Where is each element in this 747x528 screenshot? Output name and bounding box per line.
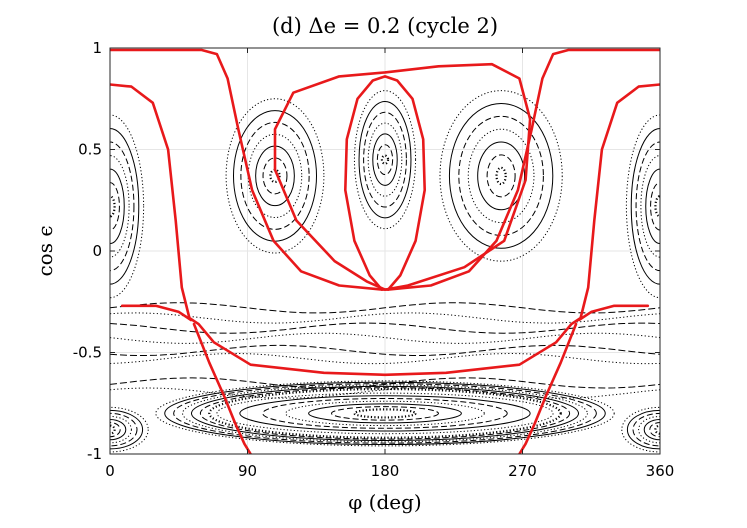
orbit-ring bbox=[380, 154, 390, 165]
x-tick-label: 360 bbox=[646, 462, 675, 480]
orbit-ring bbox=[331, 406, 439, 421]
orbit-ring bbox=[632, 412, 660, 447]
orbit-ring bbox=[363, 111, 407, 208]
orbit-ring bbox=[367, 122, 403, 197]
orbit-ring bbox=[110, 168, 125, 245]
orbit-ring bbox=[308, 403, 462, 424]
x-tick-label: 180 bbox=[371, 462, 400, 480]
orbit-ring bbox=[110, 155, 130, 258]
orbit-ring bbox=[173, 383, 597, 444]
orbit-ring bbox=[216, 392, 554, 435]
x-tick-label: 270 bbox=[508, 462, 537, 480]
orbit-ring bbox=[285, 400, 485, 427]
orbit-ring bbox=[164, 381, 606, 446]
orbit-ring bbox=[486, 154, 516, 198]
orbit-ring bbox=[630, 128, 660, 285]
y-tick-label: 0.5 bbox=[78, 141, 102, 159]
separatrix-curve bbox=[110, 83, 660, 377]
separatrix-curves bbox=[110, 48, 660, 454]
orbit-ring bbox=[110, 128, 140, 285]
orbit-ring bbox=[110, 406, 149, 453]
orbit-ring bbox=[208, 387, 562, 439]
separatrix-curve bbox=[518, 322, 578, 454]
orbit-ring bbox=[247, 133, 303, 219]
orbit-ring bbox=[262, 157, 288, 195]
orbit-ring bbox=[110, 422, 121, 438]
orbit-ring bbox=[376, 144, 394, 176]
y-tick-label: 1 bbox=[92, 39, 102, 57]
y-tick-label: -1 bbox=[87, 445, 102, 463]
x-tick-label: 0 bbox=[105, 462, 115, 480]
orbit-ring bbox=[225, 98, 325, 254]
orbit-ring bbox=[649, 422, 660, 438]
separatrix-curve bbox=[344, 75, 426, 291]
orbit-ring bbox=[110, 195, 116, 218]
y-axis-label: cos ϵ bbox=[33, 225, 57, 276]
orbit-ring bbox=[439, 90, 563, 262]
orbit-ring bbox=[458, 115, 544, 236]
orbit-ring bbox=[353, 90, 417, 230]
orbit-band bbox=[110, 302, 660, 314]
orbit-ring bbox=[182, 384, 588, 443]
orbit-ring bbox=[477, 141, 526, 211]
y-tick-label: -0.5 bbox=[73, 344, 102, 362]
orbit-ring bbox=[353, 408, 417, 419]
chart-title: (d) Δe = 0.2 (cycle 2) bbox=[272, 14, 498, 38]
orbit-ring bbox=[110, 114, 145, 299]
orbit-ring bbox=[495, 166, 507, 186]
orbit-ring bbox=[190, 385, 580, 441]
axis-ticks: 0 90 180 270 360 -1 -0.5 0 0.5 1 bbox=[73, 39, 675, 480]
orbit-ring bbox=[635, 141, 660, 272]
orbit-points bbox=[110, 90, 660, 453]
separatrix-curve bbox=[273, 62, 532, 291]
orbit-ring bbox=[448, 102, 554, 249]
orbit-ring bbox=[240, 121, 310, 230]
orbit-ring bbox=[155, 380, 615, 447]
orbit-band bbox=[110, 322, 660, 334]
orbit-ring bbox=[372, 133, 398, 186]
x-tick-label: 90 bbox=[238, 462, 257, 480]
orbit-ring bbox=[262, 398, 508, 429]
orbit-ring bbox=[358, 100, 412, 219]
orbit-band bbox=[110, 344, 660, 356]
separatrix-curve bbox=[577, 304, 650, 322]
orbit-ring bbox=[239, 395, 531, 432]
separatrix-curve bbox=[192, 322, 252, 454]
orbit-ring bbox=[199, 387, 571, 440]
orbit-ring bbox=[467, 128, 535, 224]
orbit-band bbox=[110, 377, 660, 389]
y-tick-label: 0 bbox=[92, 242, 102, 260]
separatrix-curve bbox=[120, 304, 193, 322]
orbit-ring bbox=[626, 409, 660, 450]
orbit-ring bbox=[110, 424, 116, 435]
x-axis-label: φ (deg) bbox=[348, 490, 421, 514]
